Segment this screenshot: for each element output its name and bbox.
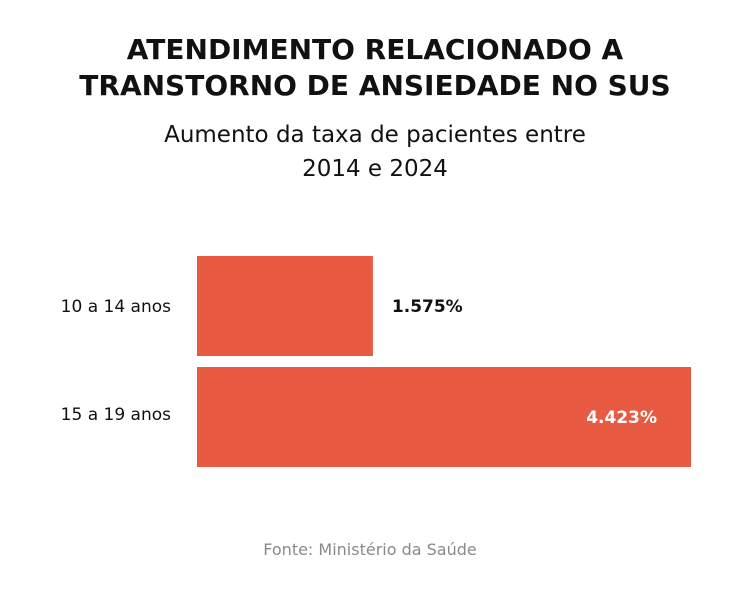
chart-subtitle: Aumento da taxa de pacientes entre 2014 … — [0, 118, 750, 186]
value-label: 1.575% — [392, 297, 463, 317]
value-label: 4.423% — [586, 408, 657, 428]
category-label: 15 a 19 anos — [61, 405, 171, 425]
bar — [197, 367, 691, 467]
bar — [197, 256, 373, 356]
source-note: Fonte: Ministério da Saúde — [263, 540, 477, 559]
chart-subtitle-line-1: Aumento da taxa de pacientes entre — [164, 122, 586, 148]
chart-title: ATENDIMENTO RELACIONADO A TRANSTORNO DE … — [0, 32, 750, 104]
category-label: 10 a 14 anos — [61, 297, 171, 317]
chart-title-line-1: ATENDIMENTO RELACIONADO A — [126, 33, 624, 66]
chart-title-line-2: TRANSTORNO DE ANSIEDADE NO SUS — [79, 69, 671, 102]
chart-subtitle-line-2: 2014 e 2024 — [302, 156, 448, 182]
